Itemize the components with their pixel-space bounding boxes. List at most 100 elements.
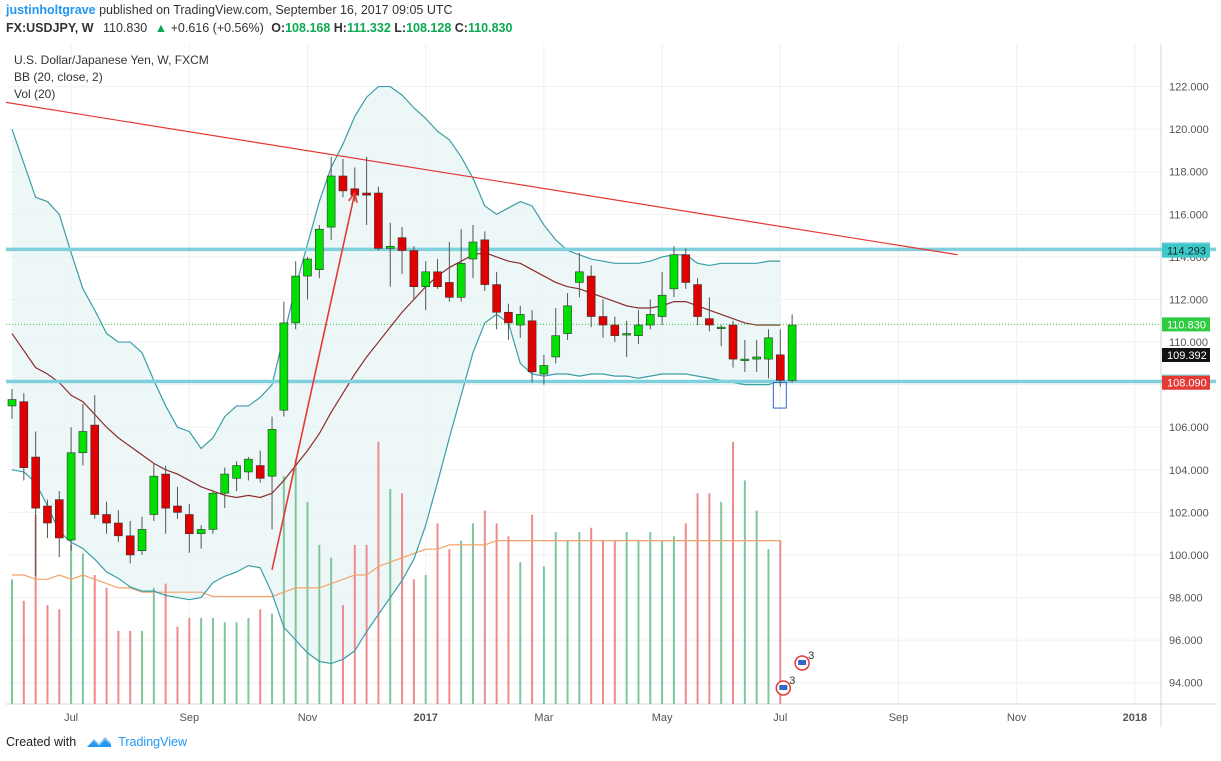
symbol-bar: FX:USDJPY, W 110.830 ▲ +0.616 (+0.56%) O… — [6, 21, 512, 35]
price-change: +0.616 (+0.56%) — [170, 21, 264, 35]
flag-icon — [779, 685, 788, 690]
open-value: 108.168 — [285, 21, 331, 35]
y-tick-label: 110.000 — [1169, 337, 1208, 349]
candle-body — [279, 322, 289, 411]
resistance-trendline — [0, 100, 958, 256]
y-tick-label: 112.000 — [1169, 294, 1208, 306]
last-price: 110.830 — [103, 21, 148, 35]
candle-body — [185, 514, 194, 534]
chart-background — [6, 44, 1216, 730]
x-tick-label: Jul — [64, 712, 78, 724]
bb-upper-line — [11, 85, 781, 450]
candle-body — [787, 324, 797, 381]
candle-body — [303, 258, 312, 277]
candle-body — [681, 254, 691, 283]
candle-body — [515, 314, 525, 326]
legend-volume: Vol (20) — [14, 87, 56, 101]
candle-body — [705, 318, 714, 326]
volume-ma-line — [12, 540, 781, 598]
x-tick-label: Nov — [298, 712, 318, 724]
price-chart[interactable]: 94.000 96.000 98.000 100.000 102.000 104.000 1… — [0, 42, 1216, 730]
candle-body — [137, 529, 147, 552]
candle-body — [575, 271, 584, 283]
publish-info: published on TradingView.com, September … — [99, 3, 453, 17]
price-label-bg — [1162, 243, 1210, 258]
candle-body — [445, 282, 454, 298]
chart-area[interactable]: 94.000 96.000 98.000 100.000 102.000 104.000 1… — [0, 42, 1216, 732]
price-label-bg — [1162, 348, 1210, 363]
low-label: L: — [394, 21, 407, 35]
close-value: 110.830 — [467, 21, 513, 35]
author-link[interactable]: justinholtgrave — [6, 3, 96, 17]
candle-body — [752, 356, 761, 360]
price-label-bg — [1162, 375, 1210, 390]
x-tick-label: Sep — [889, 712, 909, 724]
candle-body — [657, 294, 667, 317]
footer: Created with TradingView — [6, 735, 187, 749]
candle-body — [232, 465, 241, 479]
chart-legend: U.S. Dollar/Japanese Yen, W, FXCM BB (20… — [14, 52, 209, 103]
legend-symbol: U.S. Dollar/Japanese Yen, W, FXCM — [14, 53, 209, 67]
candle-body — [54, 499, 64, 539]
high-value: 111.332 — [346, 21, 391, 35]
candle-body — [468, 241, 478, 260]
price-axis-label: 114.293 — [1167, 246, 1206, 258]
candle-body — [397, 237, 407, 251]
created-with-label: Created with — [6, 735, 77, 749]
candle-body — [551, 335, 561, 358]
candle-body — [267, 429, 277, 477]
publish-header: justinholtgrave published on TradingView… — [6, 3, 453, 17]
y-tick-label: 118.000 — [1169, 167, 1208, 179]
bb-basis-line — [11, 252, 781, 499]
candle-body — [775, 354, 785, 381]
candle-body — [220, 473, 230, 494]
change-arrow-icon: ▲ — [154, 21, 168, 35]
tradingview-logo-icon[interactable] — [86, 735, 112, 749]
candle-body — [563, 305, 572, 334]
candle-body — [326, 175, 336, 228]
candle-body — [208, 492, 218, 530]
candle-body — [385, 245, 395, 249]
candle-body — [421, 271, 431, 288]
candle-body — [527, 320, 537, 373]
candle-body — [19, 401, 29, 468]
candle-body — [338, 175, 348, 192]
candle-body — [539, 365, 549, 375]
annotation-arrow-head — [347, 191, 358, 203]
event-count-label: 3 — [789, 675, 795, 687]
candle-body — [622, 333, 631, 336]
candle-body — [7, 399, 17, 407]
x-tick-label: Jul — [773, 712, 787, 724]
candle-body — [102, 514, 111, 524]
candle-body — [610, 324, 620, 336]
candle-body — [78, 431, 88, 454]
x-tick-label: Nov — [1007, 712, 1027, 724]
candle-body — [114, 522, 123, 537]
y-tick-label: 98.000 — [1169, 593, 1203, 605]
candle-body — [728, 324, 738, 360]
candle-body — [634, 324, 643, 336]
high-label: H: — [333, 21, 347, 35]
candle-body — [149, 475, 159, 515]
candle-body — [669, 254, 679, 290]
candle-body — [409, 250, 419, 288]
candle-body — [291, 275, 300, 324]
candle-body — [173, 505, 182, 513]
candle-body — [504, 311, 513, 324]
candle-body — [480, 239, 490, 285]
x-tick-label: May — [652, 712, 673, 724]
candle-body — [764, 337, 773, 360]
price-axis-label: 110.830 — [1167, 319, 1206, 331]
candle-body — [315, 228, 324, 270]
low-value: 108.128 — [406, 21, 452, 35]
annotation-arrow-line — [271, 192, 356, 571]
candle-body — [125, 535, 135, 556]
candle-body — [645, 314, 655, 326]
candle-body — [362, 192, 371, 196]
event-count-label: 3 — [808, 650, 814, 662]
candle-body — [740, 358, 750, 361]
tradingview-brand-link[interactable]: TradingView — [118, 735, 187, 749]
flag-icon — [798, 660, 807, 665]
symbol-name: FX:USDJPY, W — [6, 21, 94, 35]
bollinger-band-fill — [12, 86, 781, 664]
